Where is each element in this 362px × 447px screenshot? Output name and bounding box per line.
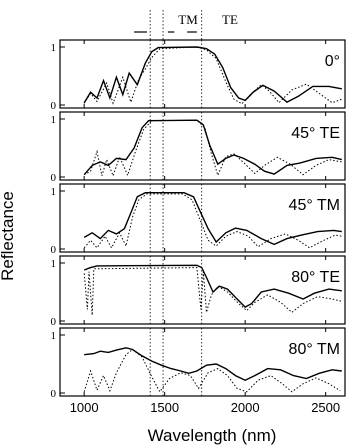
y-tick-label: 1 [51,258,57,270]
x-axis: 1000 1500 2000 2500 [70,400,340,415]
series-solid [83,46,342,104]
series-solid [84,347,342,381]
band-markers [134,10,203,40]
panel-5: 0 1 80° TM [51,327,346,400]
x-tick-label: 1000 [70,400,99,415]
panel-1: 0 1 0° [51,39,346,112]
panel-4: 0 1 80° TE [51,255,346,328]
panels: 0 1 0° 0 1 45° TE 0 1 45° TM 0 1 80° TE 0 1 80° TM [51,39,346,400]
y-tick-label: 0 [51,244,57,256]
panel-label: 45° TE [291,125,340,142]
panel-label: 80° TM [289,341,340,358]
panel-frame [59,111,346,181]
panel-frame [59,183,346,253]
series-dotted [83,267,342,316]
series-dotted [83,46,342,105]
y-tick-label: 1 [51,186,57,198]
y-tick-label: 0 [51,388,57,400]
y-tick-label: 0 [51,316,57,328]
panel-frame [59,39,346,109]
panel-2: 0 1 45° TE [51,111,346,184]
panel-frame [59,327,346,397]
panel-3: 0 1 45° TM [51,183,346,256]
y-tick-label: 1 [51,42,57,54]
band-label-te: TE [222,12,238,27]
panel-label: 80° TE [291,269,340,286]
panel-label: 45° TM [289,197,340,214]
series-solid [83,119,342,176]
y-tick-label: 1 [51,330,57,342]
y-tick-label: 0 [51,100,57,112]
x-tick-label: 2000 [231,400,260,415]
x-axis-title: Wavelength (nm) [148,426,277,445]
x-tick-label: 1500 [150,400,179,415]
x-tick-label: 2500 [311,400,340,415]
y-axis-title: Reflectance [0,191,17,281]
y-tick-label: 1 [51,114,57,126]
panel-frame [59,255,346,325]
band-label-tm: TM [178,12,198,27]
panel-label: 0° [325,53,340,70]
series-solid [83,264,342,308]
series-dotted [83,193,342,249]
y-tick-label: 0 [51,172,57,184]
series-solid [83,192,342,246]
